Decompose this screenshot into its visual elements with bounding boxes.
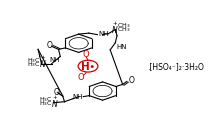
- Text: $\overset{+}{N}$: $\overset{+}{N}$: [51, 93, 59, 110]
- Text: O: O: [78, 73, 84, 82]
- Text: NH: NH: [72, 94, 82, 100]
- Text: $\mathregular{CH_3}$: $\mathregular{CH_3}$: [117, 21, 130, 30]
- Text: H$\bullet$: H$\bullet$: [80, 60, 96, 72]
- Text: O: O: [53, 88, 59, 97]
- Text: HN: HN: [116, 44, 127, 50]
- Text: $\overset{+}{N}$: $\overset{+}{N}$: [111, 19, 119, 36]
- Text: O: O: [47, 41, 53, 50]
- Text: $\mathregular{CH_3}$: $\mathregular{CH_3}$: [117, 25, 130, 34]
- Text: $\mathregular{H_3C}$: $\mathregular{H_3C}$: [27, 60, 41, 69]
- Text: $\mathregular{H_3C}$: $\mathregular{H_3C}$: [39, 99, 53, 108]
- Text: NH: NH: [98, 31, 109, 37]
- Text: NH: NH: [50, 57, 60, 63]
- Text: O: O: [82, 50, 89, 60]
- Text: $\mathregular{H_3C}$: $\mathregular{H_3C}$: [27, 56, 41, 65]
- Text: $\overset{+}{N}$: $\overset{+}{N}$: [39, 54, 47, 70]
- Text: $\mathregular{H_3C}$: $\mathregular{H_3C}$: [39, 95, 53, 104]
- Text: O: O: [129, 76, 134, 85]
- Text: .[HSO₄⁻]₂·3H₂O: .[HSO₄⁻]₂·3H₂O: [147, 62, 204, 71]
